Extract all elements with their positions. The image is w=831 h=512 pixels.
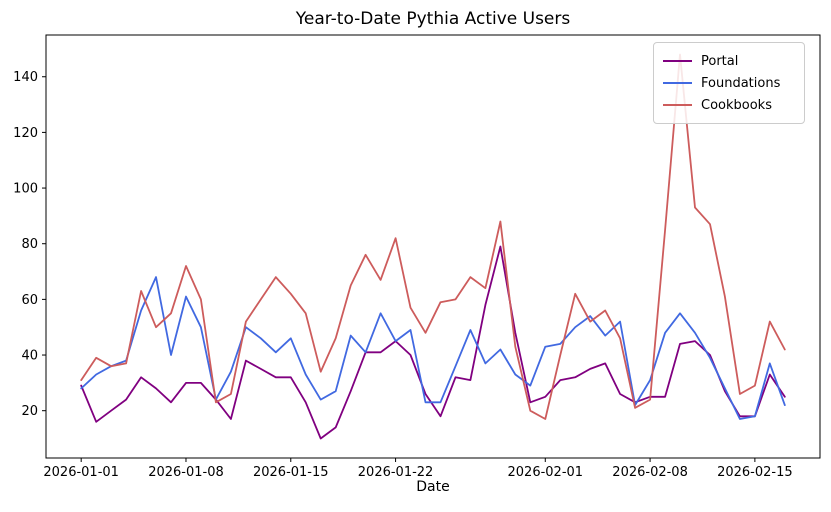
- x-tick-label: 2026-01-01: [43, 465, 119, 480]
- series-line-portal: [80, 245, 786, 440]
- y-tick-label: 20: [21, 404, 38, 419]
- legend-swatch-icon: [663, 82, 692, 84]
- x-tick-label: 2026-01-08: [148, 465, 224, 480]
- y-tick-label: 100: [13, 182, 38, 197]
- x-axis-label: Date: [416, 479, 450, 495]
- legend-label: Foundations: [701, 75, 781, 91]
- x-tick-label: 2026-02-15: [717, 465, 793, 480]
- legend-swatch-icon: [663, 60, 692, 62]
- series-line-cookbooks: [80, 53, 786, 420]
- legend-label: Cookbooks: [701, 97, 772, 113]
- y-tick-label: 60: [21, 293, 38, 308]
- legend-item-foundations: Foundations: [663, 72, 794, 94]
- x-tick-label: 2026-01-15: [253, 465, 329, 480]
- y-tick-label: 140: [13, 70, 38, 85]
- legend-swatch-icon: [663, 104, 692, 106]
- y-tick-label: 40: [21, 349, 38, 364]
- series-line-foundations: [80, 276, 786, 420]
- x-tick-label: 2026-02-01: [508, 465, 584, 480]
- legend-label: Portal: [701, 53, 739, 69]
- x-tick-label: 2026-02-08: [612, 465, 688, 480]
- x-tick-label: 2026-01-22: [358, 465, 434, 480]
- y-tick-label: 120: [13, 126, 38, 141]
- legend-item-cookbooks: Cookbooks: [663, 94, 794, 116]
- chart-title: Year-to-Date Pythia Active Users: [295, 9, 571, 29]
- y-tick-label: 80: [21, 237, 38, 252]
- legend: Portal Foundations Cookbooks: [653, 42, 805, 124]
- legend-item-portal: Portal: [663, 50, 794, 72]
- axes-frame: [45, 34, 821, 459]
